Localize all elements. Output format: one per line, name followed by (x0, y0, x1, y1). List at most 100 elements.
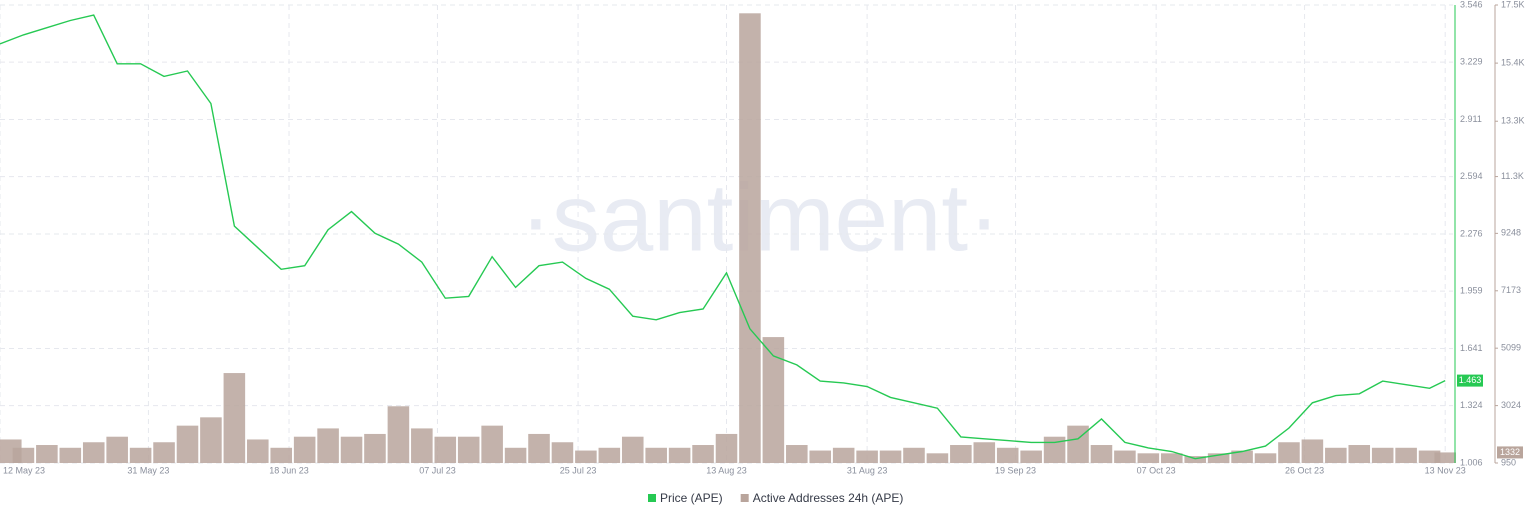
y-tick-label: 1.006 (1460, 457, 1483, 467)
bar (645, 447, 667, 463)
bar (1278, 442, 1300, 463)
bar (36, 445, 58, 463)
bar (621, 436, 644, 463)
y2-tick-label: 11.3K (1501, 171, 1524, 181)
bar (364, 433, 386, 463)
y2-tick-label: 5099 (1501, 343, 1521, 353)
y2-tick-label: 13.3K (1501, 116, 1525, 126)
bar (598, 447, 621, 463)
bar (996, 447, 1019, 463)
bar (739, 13, 761, 463)
bar (223, 373, 246, 463)
bar (200, 417, 222, 463)
bar (786, 445, 808, 463)
bar (1160, 453, 1183, 463)
bar (1043, 436, 1066, 463)
legend-swatch (648, 494, 656, 502)
bar (317, 428, 339, 463)
bar (176, 425, 199, 463)
bar (481, 425, 503, 463)
y-tick-label: 1.959 (1460, 286, 1483, 296)
y2-tick-label: 7173 (1501, 285, 1521, 295)
y2-tick-label: 950 (1501, 457, 1516, 467)
bar (457, 436, 480, 463)
bar (926, 453, 949, 463)
legend-label: Active Addresses 24h (APE) (753, 491, 904, 505)
bar (106, 436, 128, 463)
bar (528, 433, 550, 463)
price-line (0, 14, 1446, 460)
bar (293, 436, 316, 463)
y2-tick-label: 15.4K (1501, 57, 1525, 67)
x-tick-label: 25 Jul 23 (560, 465, 597, 475)
y-tick-label: 2.594 (1460, 171, 1483, 181)
bar (1395, 447, 1417, 463)
x-tick-label: 31 May 23 (127, 465, 169, 475)
bar (879, 450, 902, 463)
bar (1137, 453, 1160, 463)
bar (129, 447, 152, 463)
bar (1348, 445, 1371, 463)
bar (692, 445, 714, 463)
value-tag (1497, 446, 1523, 459)
bar (1254, 453, 1277, 463)
y-tick-label: 1.324 (1460, 400, 1483, 410)
x-tick-label: 19 Sep 23 (995, 465, 1036, 475)
x-tick-label: 07 Oct 23 (1137, 465, 1176, 475)
value-tag (1457, 374, 1483, 387)
bar (1020, 450, 1042, 463)
y-tick-label: 3.229 (1460, 57, 1483, 67)
value-tag-label: 1332 (1500, 447, 1520, 457)
bar (1325, 447, 1347, 463)
bar (762, 337, 785, 463)
x-tick-label: 26 Oct 23 (1285, 465, 1324, 475)
bar (973, 442, 996, 463)
y-tick-label: 3.546 (1460, 0, 1483, 9)
x-tick-label: 18 Jun 23 (269, 465, 309, 475)
x-tick-label: 12 May 23 (3, 465, 45, 475)
y2-tick-label: 17.5K (1501, 0, 1525, 9)
x-tick-label: 31 Aug 23 (847, 465, 888, 475)
legend-swatch (740, 494, 749, 502)
legend-label: Price (APE) (660, 491, 723, 505)
y2-tick-label: 3024 (1501, 400, 1521, 410)
bar (1301, 439, 1324, 463)
bar (504, 447, 527, 463)
bar (668, 447, 691, 463)
bar (1090, 445, 1113, 463)
bar (387, 406, 410, 463)
bar (12, 447, 35, 463)
x-tick-label: 13 Aug 23 (706, 465, 747, 475)
bar (434, 436, 457, 463)
y-tick-label: 2.911 (1460, 114, 1482, 124)
bar (82, 442, 105, 463)
y2-tick-label: 9248 (1501, 228, 1521, 238)
bar (1371, 447, 1394, 463)
bar (270, 447, 293, 463)
bar (1067, 425, 1089, 463)
bar (551, 442, 574, 463)
x-tick-label: 07 Jul 23 (419, 465, 456, 475)
bar (903, 447, 925, 463)
bar (1184, 456, 1206, 463)
bar (340, 436, 363, 463)
bar (575, 450, 597, 463)
bar (1231, 450, 1253, 463)
value-tag-label: 1.463 (1459, 375, 1482, 385)
bar (1207, 453, 1230, 463)
bar (153, 442, 175, 463)
bar (411, 428, 433, 463)
bar (247, 439, 269, 463)
bar (1434, 452, 1456, 463)
x-tick-label: 13 Nov 23 (1425, 465, 1466, 475)
bar (59, 447, 82, 463)
bar (832, 447, 855, 463)
bar (809, 450, 832, 463)
y-tick-label: 2.276 (1460, 228, 1483, 238)
bar (715, 433, 738, 463)
bar (950, 445, 972, 463)
y-tick-label: 1.641 (1460, 343, 1483, 353)
bar (856, 450, 878, 463)
bar (1114, 450, 1136, 463)
